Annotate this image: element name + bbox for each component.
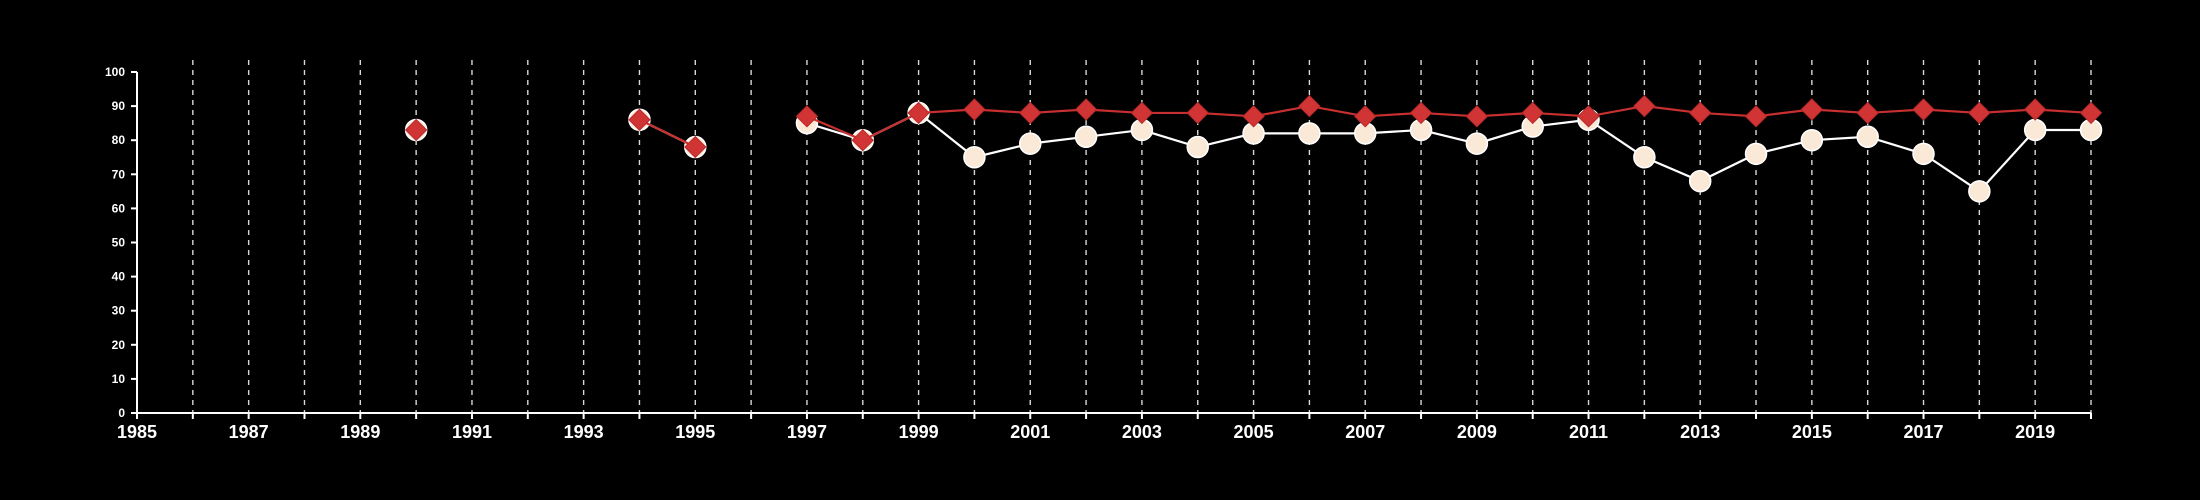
data-point-circle [1800,128,1824,152]
data-point-circle [1912,142,1935,166]
y-tick-label: 20 [112,338,126,352]
data-point-circle [963,146,986,169]
data-point-diamond [851,128,874,152]
x-tick-label: 2017 [1903,422,1943,442]
data-point-circle [1019,132,1042,155]
data-point-diamond [1856,101,1879,125]
data-point-diamond [628,108,651,131]
axes [136,72,2091,414]
data-point-diamond [1242,105,1265,128]
y-tick-label: 0 [118,406,125,420]
x-tick-label: 2015 [1792,422,1832,442]
y-tick-label: 50 [112,236,126,250]
data-point-circle [1298,122,1321,145]
data-point-diamond [1633,94,1656,118]
x-tick-label: 2007 [1345,422,1385,442]
x-tick-label: 2001 [1010,422,1050,442]
x-axis-ticks: 1985 1987 1989 1991 1993 1995 1997 1999 2001 2003… [117,413,2092,442]
x-tick-label: 2003 [1122,422,1162,442]
data-point-diamond [1912,98,1935,121]
data-point-diamond [1577,105,1600,128]
y-tick-label: 40 [112,270,126,284]
data-point-circle [1633,146,1656,169]
series-line [806,111,2091,193]
data-point-diamond [404,118,428,142]
data-point-diamond [1688,101,1712,125]
x-tick-label: 1989 [340,422,380,442]
x-tick-label: 2011 [1569,422,1608,442]
data-point-circle [1744,142,1768,166]
data-point-circle [2023,118,2047,142]
data-point-diamond [1019,101,1042,125]
data-point-diamond [1800,98,1824,121]
data-point-diamond [1298,94,1321,118]
y-tick-label: 10 [112,372,126,386]
y-axis-ticks: 0 10 20 30 40 50 60 70 80 90 100 [105,65,137,420]
y-tick-label: 90 [112,99,126,113]
data-point-diamond [1465,105,1489,128]
data-point-diamond [1354,105,1377,128]
series-diamond [404,94,2103,159]
data-point-diamond [1074,98,1098,121]
y-tick-label: 70 [112,167,126,181]
x-tick-label: 1995 [675,422,715,442]
x-tick-label: 1991 [452,422,492,442]
series-circle [404,101,2103,203]
x-tick-label: 1993 [564,422,604,442]
data-point-diamond [1186,101,1209,125]
data-point-circle [1688,169,1712,193]
x-tick-label: 1987 [229,422,269,442]
y-tick-label: 60 [112,201,126,215]
series-line [638,118,696,149]
data-point-diamond [1409,101,1433,125]
data-point-circle [1968,180,1991,203]
series-line [806,104,2092,142]
vertical-grid [192,60,2092,413]
data-point-diamond [963,98,986,121]
x-tick-label: 1985 [117,422,157,442]
data-point-circle [1186,135,1209,159]
data-point-diamond [1968,101,1991,125]
data-point-diamond [2079,101,2103,125]
x-tick-label: 2013 [1680,422,1720,442]
data-point-circle [1856,125,1879,149]
y-tick-label: 100 [105,65,125,79]
data-point-circle [1074,125,1098,149]
data-point-diamond [1130,101,1154,125]
x-tick-label: 2005 [1234,422,1274,442]
data-point-diamond [2023,98,2047,121]
x-tick-label: 1999 [899,422,939,442]
x-tick-label: 1997 [787,422,827,442]
data-point-diamond [684,135,707,159]
series-layer [404,94,2103,203]
data-point-diamond [1521,101,1544,125]
x-tick-label: 2009 [1457,422,1497,442]
y-tick-label: 30 [112,304,126,318]
data-point-diamond [795,105,819,128]
data-point-diamond [1744,105,1768,128]
data-point-circle [1465,132,1489,155]
x-tick-label: 2019 [2015,422,2055,442]
y-tick-label: 80 [112,133,126,147]
data-point-diamond [907,101,930,125]
